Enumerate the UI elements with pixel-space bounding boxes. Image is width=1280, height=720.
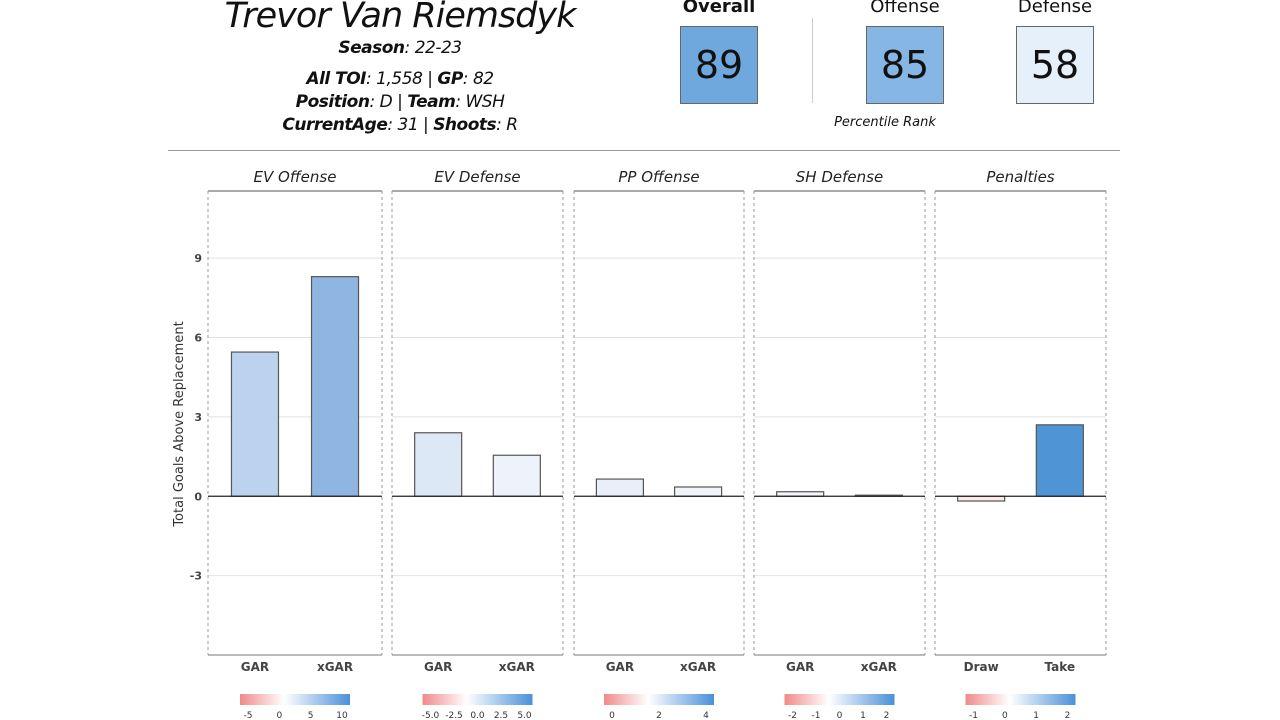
x-tick-label: GAR	[786, 660, 814, 674]
percentile-rank-label: Percentile Rank	[834, 115, 936, 130]
position-label: Position	[295, 92, 370, 112]
legend-tick-label: 5	[308, 711, 314, 720]
shoots-label: Shoots	[433, 115, 497, 135]
overall-score-box: 89	[680, 26, 758, 104]
color-legend-bar	[965, 694, 1076, 705]
panel-title: PP Offense	[618, 168, 699, 186]
legend-tick-label: -5.0	[422, 711, 440, 720]
age-line: CurrentAge: 31 | Shoots: R	[282, 115, 518, 135]
season-line: Season: 22-23	[338, 38, 462, 58]
legend-tick-label: 1	[860, 711, 866, 720]
legend-tick-label: 0.0	[470, 711, 485, 720]
x-tick-label: xGAR	[499, 660, 535, 674]
bar-gar	[414, 432, 463, 497]
x-tick-label: GAR	[606, 660, 634, 674]
legend-tick-label: -1	[812, 711, 821, 720]
y-tick-label: 9	[194, 252, 202, 265]
legend-tick-label: 2	[1065, 711, 1071, 720]
panel-title: EV Defense	[434, 168, 520, 186]
header-divider	[168, 150, 1120, 151]
legend-tick-label: 2	[884, 711, 890, 720]
legend-tick-label: 0	[837, 711, 843, 720]
season-label: Season	[338, 38, 405, 58]
legend-tick-label: -2	[788, 711, 797, 720]
x-tick-label: GAR	[241, 660, 269, 674]
y-tick-label: 6	[194, 332, 202, 345]
toi-value: 1,558	[376, 69, 423, 89]
age-label: CurrentAge	[282, 115, 388, 135]
legend-tick-label: 2	[656, 711, 662, 720]
bar-gar	[230, 351, 280, 497]
bar-xgar	[673, 486, 723, 497]
y-axis-label: Total Goals Above Replacement	[172, 321, 187, 527]
toi-line: All TOI: 1,558 | GP: 82	[306, 69, 494, 89]
legend-tick-label: 0	[609, 711, 615, 720]
team-label: Team	[407, 92, 456, 112]
player-name: Trevor Van Riemsdyk	[224, 0, 577, 36]
season-value: 22-23	[414, 38, 462, 58]
x-tick-label: xGAR	[680, 660, 716, 674]
x-tick-label: GAR	[424, 660, 452, 674]
legend-tick-label: 0	[276, 711, 282, 720]
team-value: WSH	[465, 92, 505, 112]
shoots-value: R	[506, 115, 518, 135]
y-tick-label: -3	[190, 570, 202, 583]
bar-xgar	[310, 276, 360, 497]
panel-title: EV Offense	[254, 168, 337, 186]
color-legend-bar	[240, 694, 350, 705]
color-legend-bar	[604, 694, 714, 705]
legend-tick-label: 10	[336, 711, 348, 720]
gp-label: GP	[437, 69, 463, 89]
defense-score-box: 58	[1016, 26, 1094, 104]
bar-gar	[595, 478, 645, 497]
gp-value: 82	[472, 69, 494, 89]
color-legend-bar	[422, 694, 533, 705]
toi-label: All TOI	[306, 69, 367, 89]
x-tick-label: Draw	[964, 660, 999, 674]
x-tick-label: xGAR	[317, 660, 353, 674]
bar-gar	[776, 491, 825, 497]
legend-tick-label: 5.0	[517, 711, 532, 720]
position-value: D	[379, 92, 393, 112]
legend-tick-label: 0	[1002, 711, 1008, 720]
legend-tick-label: -2.5	[445, 711, 463, 720]
bar-take	[1035, 424, 1084, 497]
legend-tick-label: 2.5	[494, 711, 508, 720]
y-tick-label: 0	[194, 490, 202, 503]
age-value: 31	[397, 115, 419, 135]
bar-xgar	[492, 454, 541, 497]
y-tick-label: 3	[194, 411, 202, 424]
x-tick-label: xGAR	[861, 660, 897, 674]
panel-title: SH Defense	[796, 168, 883, 186]
legend-tick-label: 1	[1033, 711, 1039, 720]
bar-draw	[957, 495, 1006, 502]
panel-title: Penalties	[986, 168, 1054, 186]
offense-label: Offense	[870, 0, 940, 17]
defense-label: Defense	[1017, 0, 1093, 17]
position-line: Position: D | Team: WSH	[295, 92, 505, 112]
legend-tick-label: -1	[969, 711, 978, 720]
overall-label: Overall	[682, 0, 756, 17]
x-tick-label: Take	[1045, 660, 1076, 674]
legend-tick-label: 4	[703, 711, 709, 720]
legend-tick-label: -5	[244, 711, 253, 720]
color-legend-bar	[784, 694, 895, 705]
offense-score-box: 85	[866, 26, 944, 104]
divider	[812, 18, 813, 103]
